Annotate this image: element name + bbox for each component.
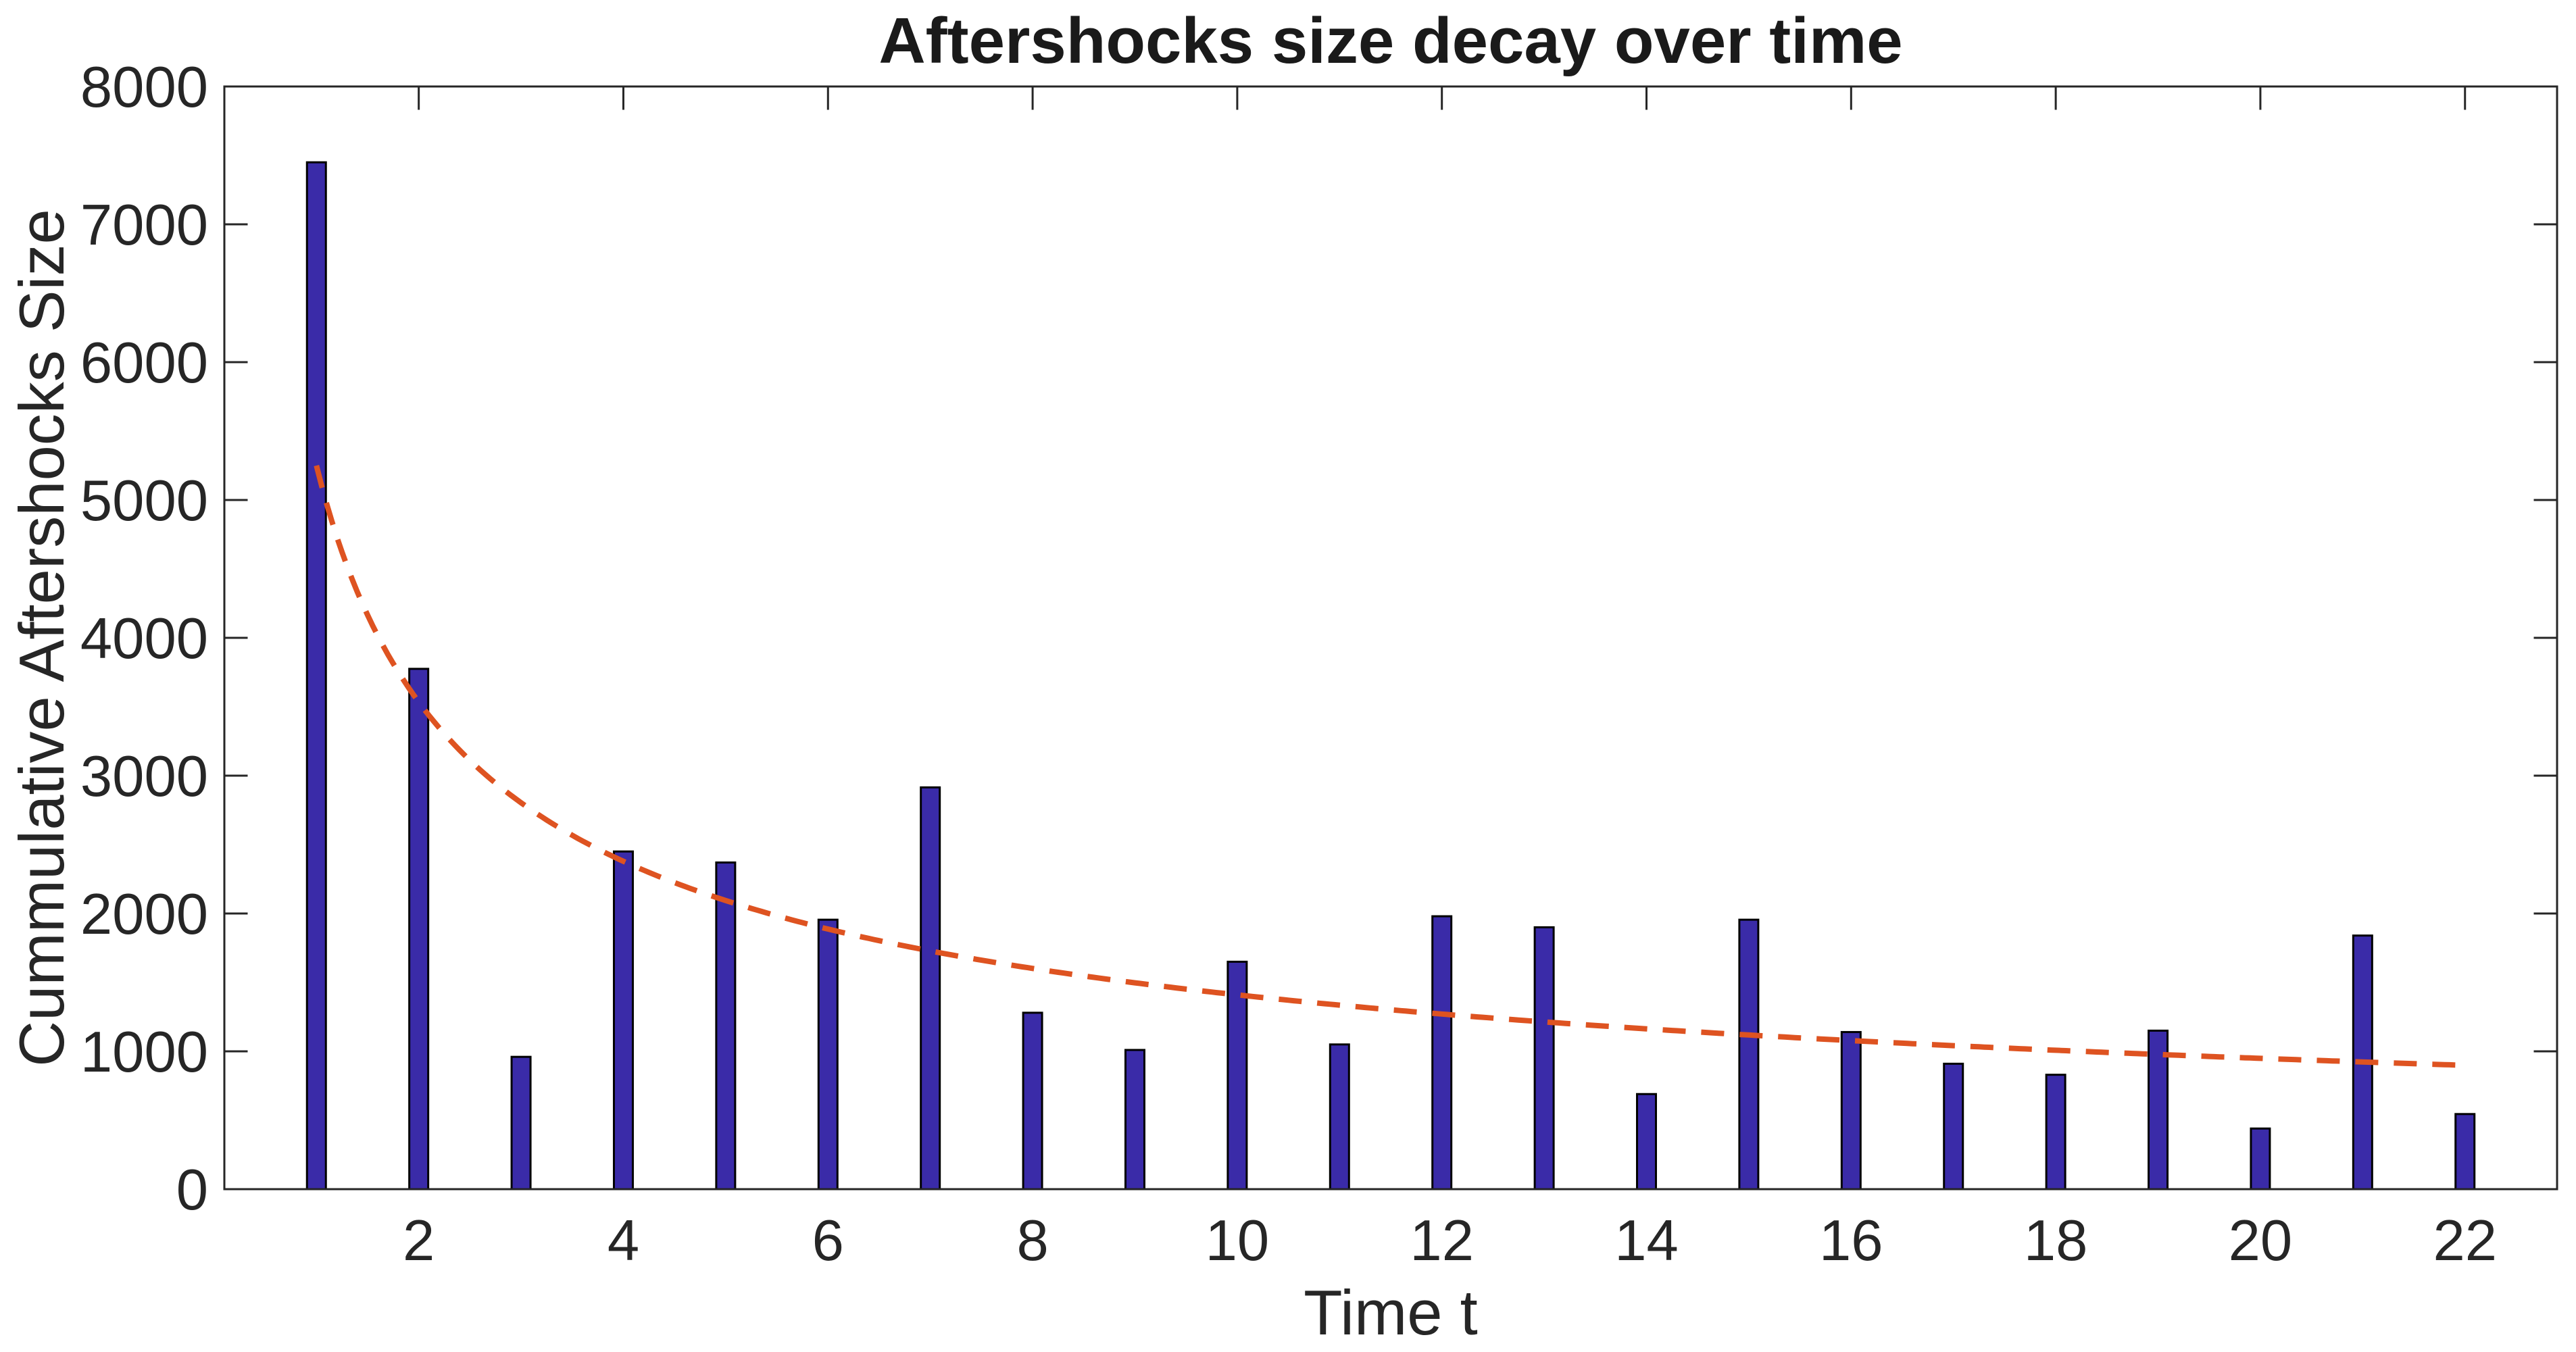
y-tick-label: 0 xyxy=(176,1158,208,1222)
y-tick-label: 6000 xyxy=(80,331,208,395)
bar xyxy=(1738,918,1760,1191)
y-tick-label: 3000 xyxy=(80,745,208,809)
bar xyxy=(408,668,430,1191)
x-tick-label: 22 xyxy=(2433,1209,2497,1273)
x-tick-label: 16 xyxy=(1819,1209,1883,1273)
y-tick-label: 1000 xyxy=(80,1020,208,1084)
x-tick-label: 18 xyxy=(2024,1209,2088,1273)
bar xyxy=(1840,1030,1862,1191)
bar xyxy=(1533,926,1555,1191)
bar xyxy=(305,161,327,1191)
bar xyxy=(920,786,941,1191)
bar xyxy=(817,918,839,1191)
y-tick-label: 7000 xyxy=(80,193,208,257)
bar xyxy=(2250,1127,2271,1191)
fit-line xyxy=(314,465,2465,1068)
x-tick-label: 8 xyxy=(1016,1209,1048,1273)
bar xyxy=(510,1055,532,1191)
bar xyxy=(1636,1093,1658,1191)
chart-title: Aftershocks size decay over time xyxy=(878,5,1903,77)
bar xyxy=(2454,1113,2476,1191)
x-tick-label: 6 xyxy=(812,1209,844,1273)
bar xyxy=(1943,1062,1964,1191)
bar xyxy=(1124,1049,1145,1191)
x-tick-label: 20 xyxy=(2229,1209,2293,1273)
y-tick-label: 4000 xyxy=(80,607,208,671)
x-tick-label: 2 xyxy=(403,1209,435,1273)
y-tick-label: 5000 xyxy=(80,469,208,533)
bar xyxy=(612,850,634,1191)
bar xyxy=(2045,1074,2066,1191)
x-tick-label: 14 xyxy=(1614,1209,1679,1273)
plot-frame xyxy=(223,85,2558,1191)
x-tick-label: 4 xyxy=(608,1209,639,1273)
bar xyxy=(1431,915,1453,1191)
y-tick-label: 2000 xyxy=(80,882,208,947)
y-tick-label: 8000 xyxy=(80,55,208,120)
bar xyxy=(715,861,737,1191)
x-axis-label: Time t xyxy=(1304,1277,1478,1348)
x-tick-label: 12 xyxy=(1410,1209,1474,1273)
bar xyxy=(1022,1011,1043,1191)
x-tick-label: 10 xyxy=(1206,1209,1270,1273)
bar xyxy=(1329,1043,1350,1191)
bar xyxy=(1227,960,1248,1191)
